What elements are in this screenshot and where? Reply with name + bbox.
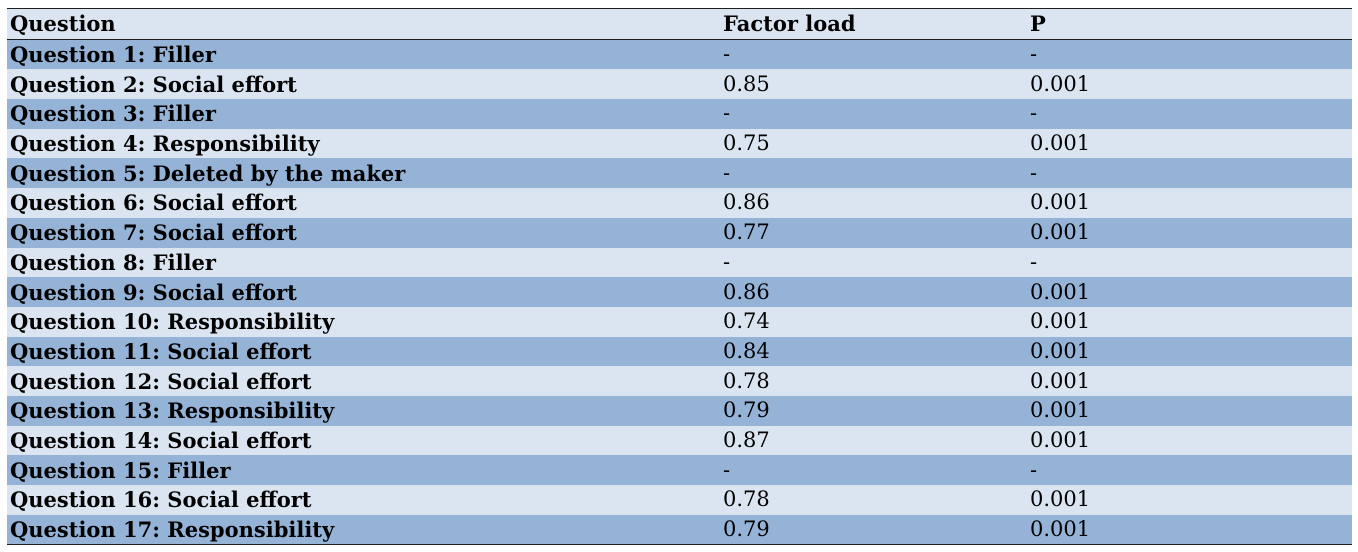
- question-cell: Question 2: Social effort: [10, 71, 297, 97]
- question-cell: Question 8: Filler: [10, 249, 216, 275]
- table-row: Question 11: Social effort 0.84 0.001: [7, 336, 1352, 367]
- factor-load-table: Question Factor load P Question 1: Fille…: [7, 9, 1352, 545]
- factor-load-cell: -: [723, 101, 731, 126]
- table-row: Question 10: Responsibility 0.74 0.001: [7, 306, 1352, 337]
- question-cell: Question 6: Social effort: [10, 190, 297, 216]
- table-row: Question 6: Social effort 0.86 0.001: [7, 188, 1352, 218]
- p-value-cell: 0.001: [1030, 309, 1091, 334]
- header-factor-load: Factor load: [720, 9, 1027, 40]
- p-value-cell: 0.001: [1030, 368, 1091, 393]
- p-value-cell: 0.001: [1030, 131, 1091, 156]
- factor-load-cell: 0.77: [723, 220, 770, 245]
- factor-load-cell: -: [723, 457, 731, 482]
- factor-load-cell: 0.85: [723, 71, 770, 96]
- table-row: Question 4: Responsibility 0.75 0.001: [7, 128, 1352, 159]
- p-value-cell: -: [1030, 249, 1038, 274]
- question-cell: Question 9: Social effort: [10, 279, 297, 305]
- factor-load-cell: 0.86: [723, 190, 770, 215]
- factor-load-cell: 0.74: [723, 309, 770, 334]
- factor-load-cell: 0.87: [723, 427, 770, 452]
- p-value-cell: 0.001: [1030, 220, 1091, 245]
- p-value-cell: 0.001: [1030, 517, 1091, 542]
- factor-load-cell: 0.79: [723, 517, 770, 542]
- table-body: Question 1: Filler - - Question 2: Social e…: [7, 39, 1352, 545]
- p-value-cell: -: [1030, 160, 1038, 185]
- factor-load-cell: 0.79: [723, 398, 770, 423]
- question-cell: Question 17: Responsibility: [10, 517, 335, 543]
- question-cell: Question 14: Social effort: [10, 427, 312, 453]
- factor-load-cell: 0.78: [723, 368, 770, 393]
- factor-load-cell: 0.84: [723, 338, 770, 363]
- p-value-cell: 0.001: [1030, 71, 1091, 96]
- p-value-cell: 0.001: [1030, 190, 1091, 215]
- p-value-cell: -: [1030, 42, 1038, 67]
- factor-load-cell: 0.78: [723, 487, 770, 512]
- p-value-cell: 0.001: [1030, 398, 1091, 423]
- question-cell: Question 5: Deleted by the maker: [10, 160, 406, 186]
- question-cell: Question 3: Filler: [10, 101, 216, 127]
- question-cell: Question 13: Responsibility: [10, 398, 335, 424]
- table-row: Question 3: Filler - -: [7, 99, 1352, 129]
- table-row: Question 5: Deleted by the maker - -: [7, 158, 1352, 189]
- p-value-cell: 0.001: [1030, 487, 1091, 512]
- question-cell: Question 16: Social effort: [10, 487, 312, 513]
- factor-load-cell: 0.86: [723, 279, 770, 304]
- table-row: Question 15: Filler - -: [7, 455, 1352, 485]
- question-cell: Question 15: Filler: [10, 457, 231, 483]
- question-cell: Question 7: Social effort: [10, 220, 297, 246]
- p-value-cell: -: [1030, 101, 1038, 126]
- table-row: Question 9: Social effort 0.86 0.001: [7, 277, 1352, 307]
- factor-load-cell: -: [723, 42, 731, 67]
- table-header: Question Factor load P: [7, 9, 1352, 40]
- factor-load-cell: -: [723, 249, 731, 274]
- header-row: Question Factor load P: [7, 9, 1352, 40]
- question-cell: Question 11: Social effort: [10, 338, 312, 364]
- factor-load-table-container: Question Factor load P Question 1: Fille…: [7, 8, 1352, 546]
- table-row: Question 1: Filler - -: [7, 39, 1352, 70]
- header-p: P: [1027, 9, 1352, 40]
- table-row: Question 14: Social effort 0.87 0.001: [7, 425, 1352, 456]
- p-value-cell: -: [1030, 457, 1038, 482]
- table-row: Question 12: Social effort 0.78 0.001: [7, 366, 1352, 396]
- question-cell: Question 1: Filler: [10, 42, 216, 68]
- p-value-cell: 0.001: [1030, 427, 1091, 452]
- table-row: Question 13: Responsibility 0.79 0.001: [7, 395, 1352, 426]
- table-row: Question 8: Filler - -: [7, 247, 1352, 278]
- p-value-cell: 0.001: [1030, 279, 1091, 304]
- factor-load-cell: 0.75: [723, 131, 770, 156]
- question-cell: Question 10: Responsibility: [10, 309, 335, 335]
- table-row: Question 7: Social effort 0.77 0.001: [7, 217, 1352, 248]
- table-row: Question 17: Responsibility 0.79 0.001: [7, 514, 1352, 545]
- p-value-cell: 0.001: [1030, 338, 1091, 363]
- table-row: Question 16: Social effort 0.78 0.001: [7, 485, 1352, 515]
- factor-load-cell: -: [723, 160, 731, 185]
- table-row: Question 2: Social effort 0.85 0.001: [7, 69, 1352, 100]
- header-question: Question: [7, 9, 720, 40]
- question-cell: Question 4: Responsibility: [10, 131, 320, 157]
- question-cell: Question 12: Social effort: [10, 368, 312, 394]
